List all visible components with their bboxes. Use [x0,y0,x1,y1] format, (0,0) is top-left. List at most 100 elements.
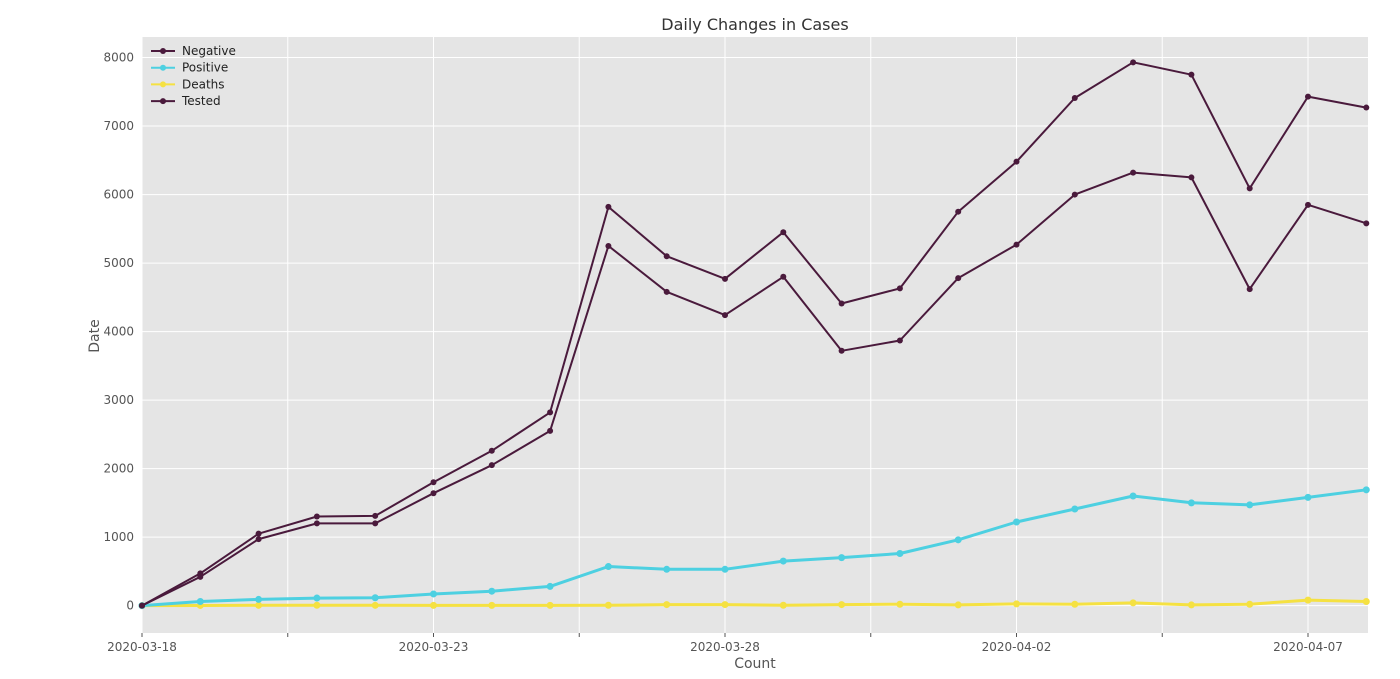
x-tick-label: 2020-03-23 [399,640,469,654]
tested-point [313,513,320,520]
axes: 0 1000 2000 3000 4000 5000 6000 7000 8000 2020-03… [103,51,1342,654]
series-tested [139,59,1370,609]
y-axis-title: Date [87,319,103,352]
positive-point [1129,492,1137,500]
series-deaths [138,596,1370,610]
negative-point [605,242,612,249]
tested-point [1246,185,1253,192]
tested-point [488,447,495,454]
negative-point [1246,286,1253,293]
deaths-point [1129,599,1137,607]
negative-point [780,273,787,280]
deaths-point [313,601,321,609]
positive-point [196,597,204,605]
tested-point [547,409,554,416]
negative-point [547,427,554,434]
positive-point [313,594,321,602]
y-tick-label: 5000 [103,256,134,270]
legend-marker [160,48,166,54]
tested-point [430,479,437,486]
deaths-point [488,601,496,609]
tested-point [896,285,903,292]
legend-item-positive: Positive [151,61,228,75]
positive-point [779,557,787,565]
positive-point [1246,501,1254,509]
deaths-point [838,601,846,609]
negative-point [838,347,845,354]
tested-point [605,203,612,210]
tested-point [663,253,670,260]
positive-point [954,536,962,544]
deaths-point [663,601,671,609]
legend-item-tested: Tested [151,94,221,108]
positive-point [1187,499,1195,507]
positive-point [371,594,379,602]
grid-lines [141,37,1368,633]
deaths-point [1071,600,1079,608]
x-tick-label: 2020-04-07 [1273,640,1343,654]
tested-point [372,512,379,519]
negative-line [141,171,1367,607]
tested-point [197,570,204,577]
tested-point [955,208,962,215]
negative-point [372,520,379,527]
deaths-line [141,598,1367,608]
legend-marker [160,98,166,105]
deaths-point [721,601,729,609]
positive-point [430,590,437,598]
series-negative [139,169,1370,609]
positive-line [141,488,1367,608]
x-tick-label: 2020-03-28 [690,640,760,654]
legend-label: Tested [181,94,221,108]
positive-point [721,565,729,573]
legend-label: Deaths [182,77,225,91]
positive-point [1071,505,1079,513]
deaths-point [1304,596,1312,604]
y-tick-label: 3000 [103,393,134,407]
legend-item-deaths: Deaths [151,77,225,91]
negative-point [1130,169,1137,176]
y-tick-label: 8000 [103,51,134,65]
deaths-point [371,601,379,609]
deaths-point [779,601,787,609]
y-tick-label: 4000 [103,325,134,339]
negative-point [955,275,962,282]
negative-point [896,337,903,344]
positive-point [1362,486,1370,494]
legend-marker [160,64,166,71]
deaths-point [1246,600,1254,608]
series-layer [138,59,1370,610]
deaths-point [1187,601,1195,609]
tested-line [141,61,1367,607]
negative-point [1188,174,1195,181]
tested-point [780,229,787,236]
deaths-point [604,601,612,609]
positive-point [604,563,612,571]
positive-point [546,582,554,590]
plot-area [142,37,1368,633]
chart-title: Daily Changes in Cases [661,15,848,34]
deaths-point [954,601,962,609]
negative-point [1363,220,1370,227]
negative-point [488,462,495,469]
y-tick-label: 2000 [103,462,134,476]
negative-point [1305,201,1311,208]
deaths-point [255,601,263,609]
deaths-point [546,601,554,609]
y-tick-label: 0 [126,599,134,613]
tested-point [1013,158,1020,165]
y-tick-label: 6000 [103,188,134,202]
x-axis-title: Count [734,656,776,672]
legend-label: Positive [182,61,228,75]
tested-point [722,275,728,282]
x-tick-label: 2020-04-02 [982,640,1052,654]
tested-point [1305,93,1311,100]
tested-point [1188,71,1195,78]
positive-point [255,595,263,603]
tested-point [1363,104,1370,111]
positive-point [488,587,496,595]
deaths-point [1013,600,1020,608]
negative-point [1013,241,1020,248]
negative-point [663,288,670,295]
